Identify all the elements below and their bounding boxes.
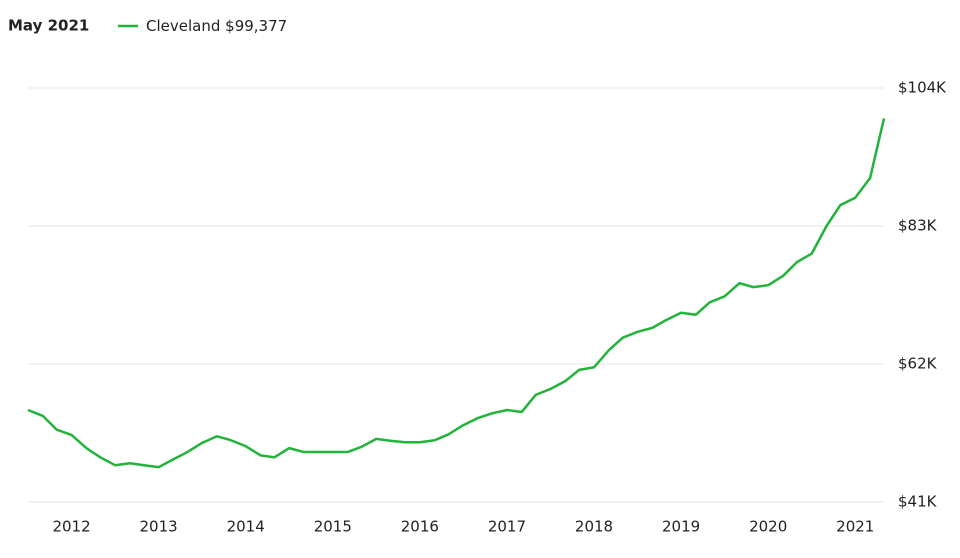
y-tick-label: $104K	[898, 79, 947, 97]
x-tick-label: 2019	[662, 518, 700, 536]
x-tick-label: 2021	[836, 518, 874, 536]
x-tick-label: 2018	[575, 518, 613, 536]
x-tick-label: 2016	[401, 518, 439, 536]
line	[27, 118, 886, 469]
x-tick-label: 2017	[488, 518, 526, 536]
x-tick-label: 2013	[140, 518, 178, 536]
x-tick-label: 2014	[227, 518, 265, 536]
y-tick-label: $62K	[898, 355, 938, 373]
x-tick-label: 2012	[52, 518, 90, 536]
date-label: May 2021	[8, 17, 89, 35]
x-tick-label: 2020	[749, 518, 787, 536]
y-tick-label: $83K	[898, 217, 938, 235]
x-tick-label: 2015	[314, 518, 352, 536]
y-tick-label: $41K	[898, 493, 938, 511]
legend-entry: Cleveland $99,377	[146, 17, 287, 35]
legend-name: Cleveland	[146, 17, 220, 35]
legend-value: $99,377	[225, 17, 287, 35]
